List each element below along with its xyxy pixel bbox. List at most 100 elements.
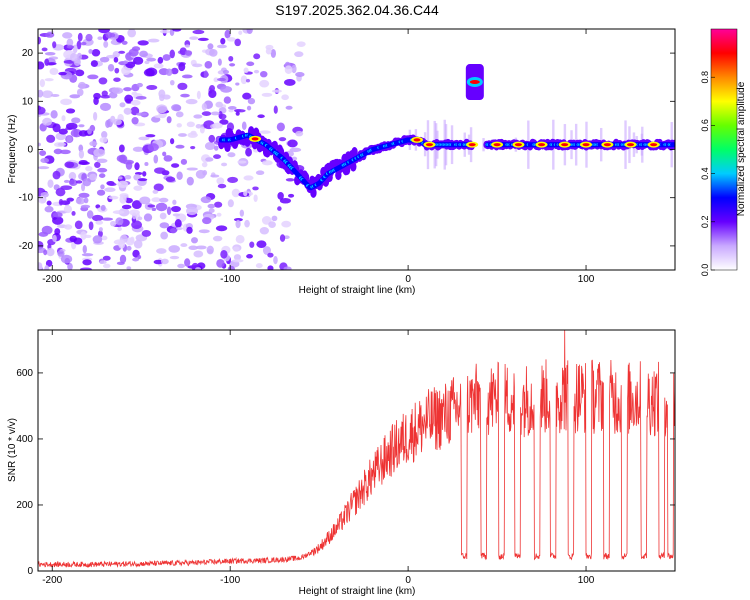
- noise-speckle: [215, 225, 228, 232]
- noise-speckle: [145, 134, 156, 138]
- noise-speckle: [184, 44, 191, 48]
- noise-speckle: [271, 215, 278, 222]
- noise-speckle: [186, 226, 193, 234]
- noise-speckle: [47, 179, 54, 188]
- noise-speckle: [178, 62, 186, 72]
- noise-speckle: [221, 162, 228, 167]
- noise-speckle: [196, 90, 201, 100]
- snr-panel: -200 -100 0 100 0 200 400 600 Height of straigh…: [7, 329, 676, 597]
- noise-speckle: [257, 114, 265, 119]
- noise-speckle: [38, 106, 46, 115]
- noise-speckle: [78, 192, 90, 198]
- noise-speckle: [128, 48, 139, 57]
- noise-speckle: [216, 177, 225, 185]
- noise-speckle: [285, 105, 293, 110]
- noise-speckle: [237, 160, 247, 164]
- noise-speckle: [259, 227, 270, 235]
- colorbar-tick-label: 0.2: [700, 216, 710, 229]
- noise-speckle: [289, 147, 302, 153]
- noise-speckle: [284, 65, 293, 74]
- noise-speckle: [41, 90, 54, 99]
- noise-speckle: [255, 263, 263, 269]
- noise-speckle: [61, 115, 66, 122]
- noise-speckle: [100, 204, 106, 212]
- noise-speckle: [204, 142, 216, 151]
- spectrogram-y-label: Frequency (Hz): [7, 115, 18, 184]
- noise-speckle: [212, 122, 223, 129]
- noise-speckle: [139, 50, 148, 58]
- noise-speckle: [155, 202, 168, 212]
- spectrogram-y-tick-label: 0: [27, 145, 33, 156]
- noise-speckle: [132, 56, 144, 65]
- noise-speckle: [213, 154, 222, 160]
- noise-speckle: [121, 204, 132, 210]
- noise-speckle: [268, 221, 276, 228]
- noise-speckle: [281, 94, 289, 101]
- noise-speckle: [75, 197, 85, 205]
- noise-speckle: [95, 220, 104, 225]
- chart-title: S197.2025.362.04.36.C44: [275, 2, 439, 18]
- noise-speckle: [241, 121, 247, 131]
- noise-speckle: [118, 144, 125, 153]
- peak-red: [468, 143, 476, 147]
- noise-speckle: [116, 261, 125, 266]
- noise-speckle: [177, 263, 185, 269]
- noise-speckle: [156, 104, 168, 114]
- noise-speckle: [192, 63, 203, 68]
- noise-speckle: [98, 29, 110, 34]
- noise-speckle: [151, 197, 161, 203]
- noise-speckle: [131, 220, 143, 230]
- noise-speckle: [82, 245, 87, 254]
- noise-speckle: [93, 92, 101, 100]
- noise-speckle: [96, 158, 108, 163]
- noise-speckle: [235, 219, 241, 229]
- noise-speckle: [235, 111, 240, 116]
- noise-speckle: [154, 114, 166, 119]
- noise-speckle: [38, 262, 43, 270]
- noise-speckle: [135, 112, 148, 116]
- noise-speckle: [153, 183, 164, 192]
- noise-speckle: [227, 265, 235, 270]
- noise-speckle: [137, 216, 143, 221]
- noise-speckle: [76, 52, 83, 61]
- noise-speckle: [267, 265, 274, 270]
- noise-speckle: [68, 171, 77, 181]
- noise-speckle: [270, 49, 277, 58]
- noise-speckle: [187, 132, 198, 138]
- noise-speckle: [159, 222, 170, 229]
- noise-speckle: [151, 207, 157, 212]
- noise-speckle: [105, 119, 111, 128]
- noise-speckle: [177, 82, 188, 91]
- noise-speckle: [171, 163, 180, 168]
- noise-speckle: [294, 51, 304, 58]
- noise-speckle: [188, 245, 198, 251]
- noise-speckle: [220, 85, 233, 93]
- spectrogram-y-tick-label: 20: [22, 48, 34, 59]
- noise-speckle: [102, 263, 111, 269]
- noise-speckle: [44, 78, 54, 82]
- colorbar-ticks: 0.0 0.2 0.4 0.6 0.8: [700, 71, 715, 276]
- noise-speckle: [243, 190, 248, 197]
- spectrogram-x-label: Height of straight line (km): [299, 285, 416, 296]
- noise-speckle: [231, 188, 241, 198]
- noise-speckle: [256, 240, 267, 249]
- noise-speckle: [52, 216, 64, 225]
- noise-speckle: [295, 72, 305, 77]
- noise-speckle: [113, 77, 121, 82]
- noise-speckle: [253, 69, 260, 74]
- noise-speckle: [126, 245, 132, 251]
- snr-y-tick-label: 200: [16, 500, 33, 511]
- noise-speckle: [159, 94, 165, 102]
- noise-speckle: [123, 60, 129, 64]
- noise-speckle: [39, 79, 46, 88]
- noise-speckle: [98, 77, 108, 85]
- noise-speckle: [58, 128, 68, 135]
- noise-speckle: [288, 193, 295, 198]
- noise-speckle: [253, 194, 258, 203]
- noise-speckle: [296, 41, 306, 47]
- noise-speckle: [172, 199, 177, 205]
- spectrogram-y-tick-label: 10: [22, 96, 34, 107]
- noise-speckle: [91, 214, 104, 222]
- noise-speckle: [216, 212, 222, 217]
